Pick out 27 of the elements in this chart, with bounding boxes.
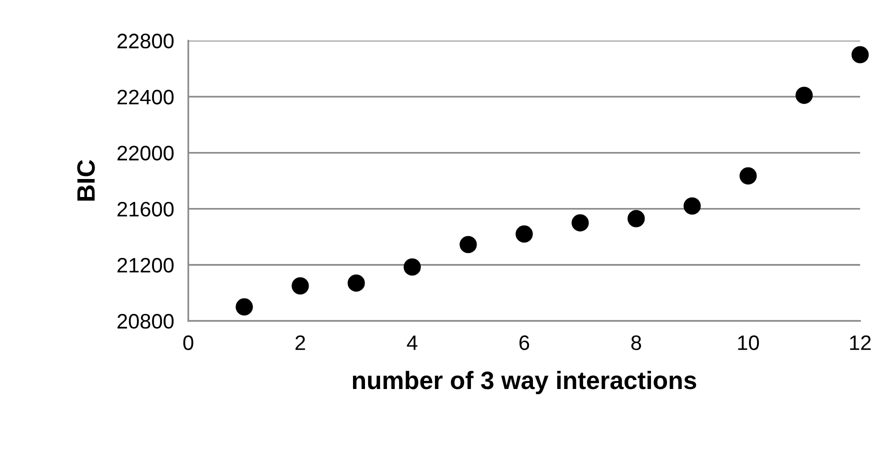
point (404, 258, 421, 276)
point (292, 277, 309, 295)
y-tick-label: 22800 (118, 34, 174, 48)
x-tick-label: 6 (519, 335, 530, 350)
x-tick-label: 10 (738, 335, 759, 350)
y-axis-title: BIC (77, 160, 95, 201)
y-tick-label: 20800 (118, 314, 174, 329)
y-tick-label: 22000 (118, 146, 174, 161)
point (460, 236, 477, 254)
point (628, 210, 645, 228)
y-tick-label: 21200 (118, 258, 174, 273)
y-tick-label: 21600 (118, 202, 174, 217)
x-tick-label: 8 (631, 335, 642, 350)
point (516, 225, 533, 243)
x-tick-label: 4 (406, 336, 418, 350)
x-axis-title: number of 3 way interactions (352, 370, 696, 394)
x-tick-label: 12 (850, 335, 871, 350)
point (684, 197, 701, 215)
point (572, 214, 589, 232)
point (348, 274, 365, 292)
point (740, 167, 757, 185)
x-tick-label: 0 (183, 335, 194, 350)
point (852, 46, 869, 64)
point (236, 298, 253, 316)
point (796, 86, 813, 104)
y-tick-label: 22400 (118, 90, 174, 104)
x-tick-label: 2 (296, 335, 306, 350)
